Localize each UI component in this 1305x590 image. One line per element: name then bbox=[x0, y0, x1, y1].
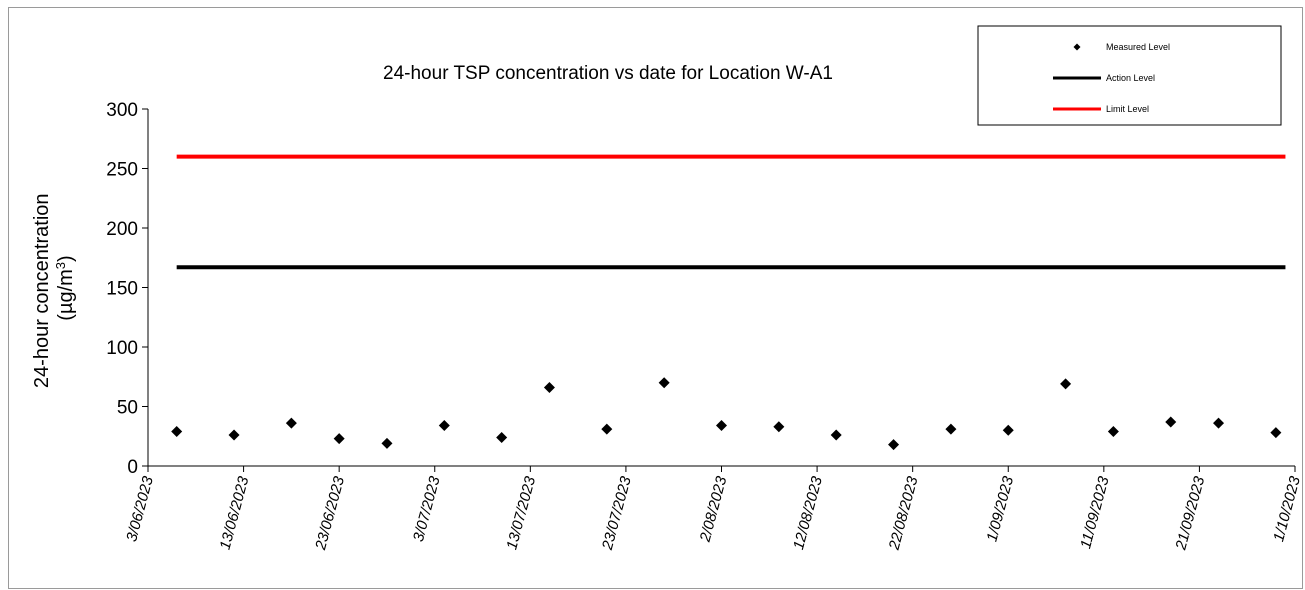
y-axis-label: 24-hour concentration (µg/m3) bbox=[31, 188, 77, 388]
x-tick-label: 12/08/2023 bbox=[790, 474, 826, 552]
x-tick-label: 23/06/2023 bbox=[312, 474, 348, 553]
legend-marker-measured-level bbox=[1073, 43, 1081, 51]
measured-point bbox=[945, 423, 957, 435]
x-tick-label: 21/09/2023 bbox=[1172, 474, 1208, 553]
legend: Measured Level Action Level Limit Level bbox=[977, 25, 1282, 126]
measured-point bbox=[716, 420, 727, 432]
axes bbox=[147, 109, 1295, 467]
x-tick-label: 13/07/2023 bbox=[503, 474, 539, 552]
measured-points bbox=[171, 377, 1282, 451]
x-tick-label: 13/06/2023 bbox=[217, 474, 253, 552]
measured-point bbox=[1107, 425, 1119, 437]
measured-point bbox=[285, 417, 297, 429]
legend-box bbox=[977, 25, 1282, 126]
legend-label-measured-level: Measured Level bbox=[1106, 42, 1170, 52]
measured-point bbox=[438, 420, 450, 432]
measured-point bbox=[1270, 427, 1282, 439]
y-axis-label-suffix: ) bbox=[55, 255, 77, 262]
measured-point bbox=[658, 377, 670, 389]
measured-point bbox=[888, 439, 900, 451]
x-tick-label: 23/07/2023 bbox=[599, 474, 635, 553]
measured-point bbox=[1060, 378, 1072, 390]
x-tick-label: 22/08/2023 bbox=[885, 474, 921, 553]
chart-title: 24-hour TSP concentration vs date for Lo… bbox=[383, 63, 833, 84]
measured-point bbox=[496, 431, 508, 443]
legend-label-action-level: Action Level bbox=[1106, 73, 1155, 83]
measured-point bbox=[773, 421, 785, 433]
measured-point bbox=[1213, 417, 1225, 429]
x-tick-label: 3/07/2023 bbox=[410, 474, 444, 543]
measured-point bbox=[1002, 424, 1014, 436]
y-axis-label-line1: 24-hour concentration bbox=[31, 193, 53, 388]
measured-point bbox=[333, 433, 345, 445]
measured-point bbox=[830, 429, 842, 441]
x-tick-label: 1/10/2023 bbox=[1270, 474, 1304, 543]
legend-label-limit-level: Limit Level bbox=[1106, 104, 1149, 114]
measured-point bbox=[228, 429, 240, 441]
y-tick-label: 100 bbox=[106, 338, 138, 359]
y-tick-label: 200 bbox=[106, 219, 138, 240]
y-tick-label: 50 bbox=[117, 398, 138, 419]
measured-point bbox=[543, 381, 555, 393]
x-tick-label: 1/09/2023 bbox=[983, 474, 1017, 543]
measured-point bbox=[171, 425, 183, 437]
measured-point bbox=[381, 437, 393, 449]
measured-point bbox=[1165, 416, 1177, 428]
y-ticks: 0 50 100 150 200 250 300 bbox=[106, 100, 148, 478]
x-tick-label: 11/09/2023 bbox=[1077, 474, 1113, 550]
x-ticks: 3/06/2023 13/06/2023 23/06/2023 3/07/2023 13… bbox=[123, 466, 1304, 553]
x-tick-label: 2/08/2023 bbox=[696, 474, 730, 544]
y-tick-label: 150 bbox=[106, 279, 138, 300]
y-tick-label: 300 bbox=[106, 100, 138, 121]
y-axis-label-line2: (µg/m bbox=[55, 269, 77, 321]
y-tick-label: 0 bbox=[127, 457, 138, 478]
level-lines bbox=[176, 154, 1286, 270]
measured-point bbox=[601, 423, 613, 435]
y-axis-label-superscript: 3 bbox=[53, 262, 68, 269]
x-tick-label: 3/06/2023 bbox=[123, 474, 157, 543]
y-tick-label: 250 bbox=[106, 160, 138, 181]
chart-frame bbox=[8, 7, 1303, 589]
